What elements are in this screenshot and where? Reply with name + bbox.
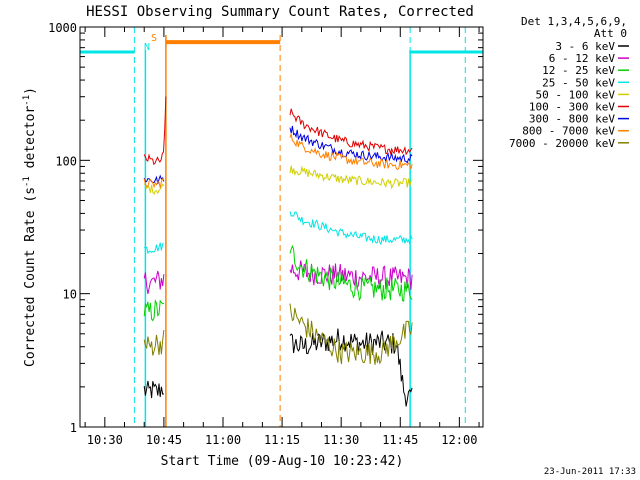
x-tick-label-3: 11:15 <box>264 433 300 447</box>
series-trace-3-seg-1 <box>289 211 413 246</box>
legend-entry-label-8: 7000 - 20000 keV <box>509 137 615 150</box>
series-trace-4-seg-1 <box>289 165 413 190</box>
series-trace-0-seg-0 <box>143 380 165 399</box>
series-trace-6-seg-0 <box>143 174 165 184</box>
series-trace-5-seg-1 <box>289 108 413 156</box>
series-trace-0-seg-1 <box>289 328 413 407</box>
plot-frame <box>79 26 484 428</box>
x-tick-label-0: 10:30 <box>87 433 123 447</box>
count-rate-series <box>143 96 413 407</box>
x-tick-label-1: 10:45 <box>146 433 182 447</box>
series-trace-6-seg-1 <box>289 125 413 164</box>
x-axis-label: Start Time (09-Aug-10 10:23:42) <box>161 454 404 469</box>
legend-entry-label-3: 25 - 50 keV <box>542 76 615 89</box>
x-tick-label-2: 11:00 <box>205 433 241 447</box>
y-tick-label-0: 1 <box>70 421 77 435</box>
legend-entry-label-5: 100 - 300 keV <box>529 101 615 114</box>
legend-entry-label-7: 800 - 7000 keV <box>522 125 615 138</box>
legend-header-detectors: Det 1,3,4,5,6,9, <box>521 15 627 28</box>
y-tick-label-3: 1000 <box>48 21 77 35</box>
chart-title: HESSI Observing Summary Count Rates, Cor… <box>86 4 474 20</box>
x-tick-label-4: 11:30 <box>323 433 359 447</box>
legend-entry-label-6: 300 - 800 keV <box>529 113 615 126</box>
axis-ticks: 10:30 10:45 11:00 11:15 11:30 11:45 12:00 1 10 10… <box>48 21 483 447</box>
series-trace-2-seg-1 <box>289 244 413 302</box>
series-trace-3-seg-0 <box>143 242 164 255</box>
observing-flags <box>80 27 483 427</box>
x-tick-label-5: 11:45 <box>382 433 418 447</box>
series-trace-7-seg-0 <box>143 178 165 189</box>
y-axis-label-part3: ) <box>23 87 38 95</box>
x-tick-label-6: 12:00 <box>441 433 477 447</box>
series-trace-1-seg-0 <box>143 270 165 295</box>
y-axis-label: Corrected Count Rate (s-1 detector-1) <box>22 87 38 367</box>
legend-entry-label-2: 12 - 25 keV <box>542 64 615 77</box>
y-axis-label-sup1: -1 <box>22 176 32 187</box>
y-tick-label-2: 100 <box>55 154 77 168</box>
y-axis-label-sup2: -1 <box>22 95 32 106</box>
legend-header-attenuator: Att 0 <box>594 27 627 40</box>
legend-entry-label-0: 3 - 6 keV <box>555 40 615 53</box>
y-tick-label-1: 10 <box>63 288 77 302</box>
footnote-date: 23-Jun-2011 17:33 <box>544 467 636 477</box>
series-trace-8-seg-1 <box>289 303 413 365</box>
flare-flag-label: S <box>151 33 157 44</box>
y-axis-label-part2: detector <box>23 106 38 177</box>
legend-entry-label-1: 6 - 12 keV <box>549 52 616 65</box>
legend-entry-label-4: 50 - 100 keV <box>536 88 616 101</box>
night-flag-label: N <box>144 42 150 53</box>
series-trace-8-seg-0 <box>143 329 165 356</box>
series-trace-7-seg-1 <box>289 133 413 171</box>
y-axis-label-part1: Corrected Count Rate (s <box>23 187 38 367</box>
plot-axes <box>79 26 484 428</box>
series-trace-5-seg-0 <box>143 96 167 166</box>
series-trace-2-seg-0 <box>143 299 165 322</box>
